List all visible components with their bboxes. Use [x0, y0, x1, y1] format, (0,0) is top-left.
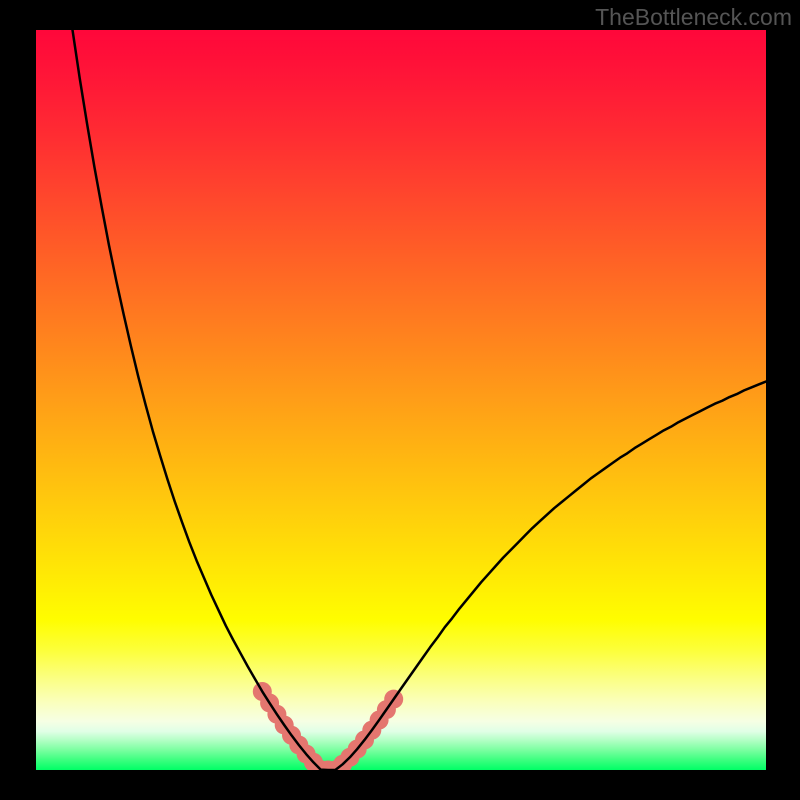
- bottleneck-chart: [0, 0, 800, 800]
- watermark-text: TheBottleneck.com: [595, 4, 792, 31]
- chart-stage: TheBottleneck.com: [0, 0, 800, 800]
